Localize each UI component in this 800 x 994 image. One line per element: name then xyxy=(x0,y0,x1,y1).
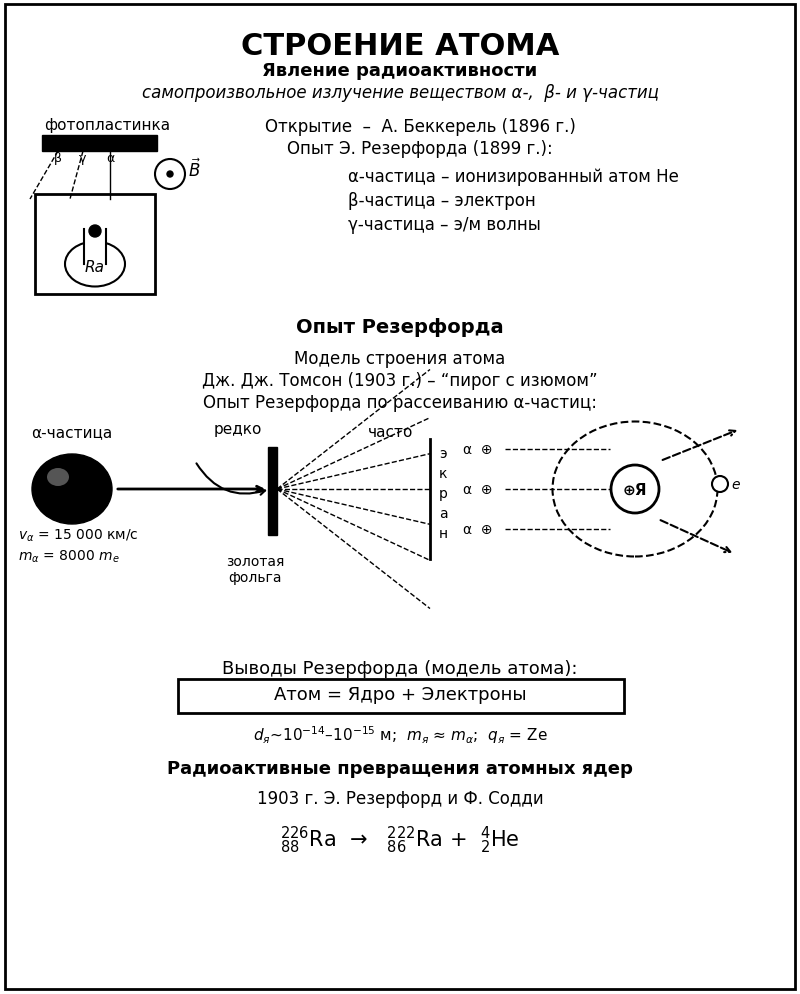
Text: β-частица – электрон: β-частица – электрон xyxy=(348,192,536,210)
Ellipse shape xyxy=(47,468,69,486)
Bar xyxy=(35,195,155,294)
Text: золотая
фольга: золотая фольга xyxy=(226,555,284,584)
Circle shape xyxy=(89,226,101,238)
Circle shape xyxy=(712,476,728,492)
Text: фотопластинка: фотопластинка xyxy=(44,118,170,133)
Ellipse shape xyxy=(65,243,125,287)
Text: γ: γ xyxy=(79,152,86,165)
Text: β: β xyxy=(54,152,62,165)
Text: часто: часто xyxy=(368,424,414,439)
Text: е: е xyxy=(731,477,739,491)
Text: Опыт Э. Резерфорда (1899 г.):: Опыт Э. Резерфорда (1899 г.): xyxy=(287,140,553,158)
Text: Открытие  –  А. Беккерель (1896 г.): Открытие – А. Беккерель (1896 г.) xyxy=(265,118,575,136)
Bar xyxy=(84,230,106,264)
Text: н: н xyxy=(439,527,448,541)
Text: самопроизвольное излучение веществом α-,  β- и γ-частиц: самопроизвольное излучение веществом α-,… xyxy=(142,83,658,102)
Text: к: к xyxy=(439,466,447,480)
Bar xyxy=(42,136,157,152)
Text: Явление радиоактивности: Явление радиоактивности xyxy=(262,62,538,80)
Text: Опыт Резерфорда по рассеиванию α-частиц:: Опыт Резерфорда по рассеиванию α-частиц: xyxy=(203,394,597,412)
Text: Ra: Ra xyxy=(85,260,105,275)
Text: Атом = Ядро + Электроны: Атом = Ядро + Электроны xyxy=(274,685,526,704)
Text: Опыт Резерфорда: Опыт Резерфорда xyxy=(296,318,504,337)
Circle shape xyxy=(167,172,173,178)
Text: γ-частица – э/м волны: γ-частица – э/м волны xyxy=(348,216,541,234)
Text: э: э xyxy=(439,446,446,460)
Text: $m_{\alpha}$ = 8000 $m_e$: $m_{\alpha}$ = 8000 $m_e$ xyxy=(18,549,119,565)
Text: Дж. Дж. Томсон (1903 г.) – “пирог с изюмом”: Дж. Дж. Томсон (1903 г.) – “пирог с изюм… xyxy=(202,372,598,390)
Text: α: α xyxy=(106,152,114,165)
Text: α-частица: α-частица xyxy=(31,424,113,439)
Text: α  ⊕: α ⊕ xyxy=(463,442,493,456)
Text: Радиоактивные превращения атомных ядер: Радиоактивные превращения атомных ядер xyxy=(167,759,633,777)
Bar xyxy=(178,679,624,714)
Circle shape xyxy=(611,465,659,514)
Text: α  ⊕: α ⊕ xyxy=(463,523,493,537)
Text: редко: редко xyxy=(214,421,262,436)
Text: р: р xyxy=(439,486,448,501)
Text: $d_я$~10$^{-14}$–10$^{-15}$ м;  $m_я$ ≈ $m_α$;  $q_я$ = Ze: $d_я$~10$^{-14}$–10$^{-15}$ м; $m_я$ ≈ $… xyxy=(253,724,547,745)
Text: а: а xyxy=(439,507,448,521)
Text: СТРОЕНИЕ АТОМА: СТРОЕНИЕ АТОМА xyxy=(241,32,559,61)
Text: $^{226}_{88}$Ra  →   $^{222}_{86}$Ra +  $^{4}_{2}$He: $^{226}_{88}$Ra → $^{222}_{86}$Ra + $^{4… xyxy=(280,824,520,856)
Text: α-частица – ионизированный атом Не: α-частица – ионизированный атом Не xyxy=(348,168,679,186)
Text: $v_{\alpha}$ = 15 000 км/с: $v_{\alpha}$ = 15 000 км/с xyxy=(18,528,138,544)
Text: Модель строения атома: Модель строения атома xyxy=(294,350,506,368)
Bar xyxy=(268,447,277,536)
Ellipse shape xyxy=(32,454,112,525)
Text: α  ⊕: α ⊕ xyxy=(463,482,493,496)
Text: 1903 г. Э. Резерфорд и Ф. Содди: 1903 г. Э. Резерфорд и Ф. Содди xyxy=(257,789,543,807)
Text: ⊕Я: ⊕Я xyxy=(622,482,647,497)
Text: Выводы Резерфорда (модель атома):: Выводы Резерфорда (модель атома): xyxy=(222,659,578,677)
Text: $\vec{B}$: $\vec{B}$ xyxy=(188,159,202,181)
